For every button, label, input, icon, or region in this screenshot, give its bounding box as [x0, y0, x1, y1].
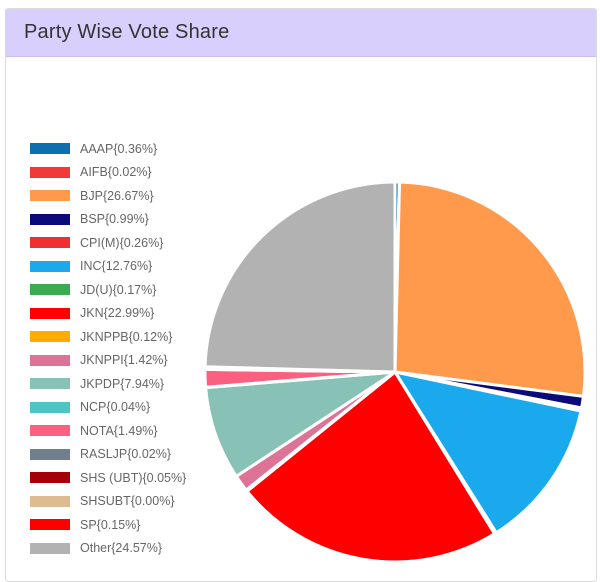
- legend-label: JKNPPB{0.12%}: [80, 329, 173, 344]
- legend-swatch: [30, 260, 70, 272]
- legend-swatch: [30, 378, 70, 390]
- pie-slice-other[interactable]: [203, 180, 397, 374]
- legend-item[interactable]: JD(U){0.17%}: [30, 278, 186, 302]
- legend-label: JKNPPI{1.42%}: [80, 353, 168, 368]
- legend-item[interactable]: SP{0.15%}: [30, 513, 186, 537]
- legend-item[interactable]: AAAP{0.36%}: [30, 137, 186, 161]
- legend-swatch: [30, 213, 70, 225]
- legend-item[interactable]: BJP{26.67%}: [30, 184, 186, 208]
- legend-label: BSP{0.99%}: [80, 212, 149, 227]
- legend-label: SHSUBT{0.00%}: [80, 494, 175, 509]
- legend-label: JKN{22.99%}: [80, 306, 155, 321]
- pie-slice-jkn[interactable]: [245, 370, 497, 564]
- legend-label: JD(U){0.17%}: [80, 282, 157, 297]
- legend-item[interactable]: RASLJP{0.02%}: [30, 443, 186, 467]
- legend-label: JKPDP{7.94%}: [80, 376, 165, 391]
- legend-swatch: [30, 284, 70, 296]
- legend-item[interactable]: JKNPPI{1.42%}: [30, 349, 186, 373]
- legend-swatch: [30, 472, 70, 484]
- legend-label: AIFB{0.02%}: [80, 165, 152, 180]
- legend-swatch: [30, 331, 70, 343]
- legend-item[interactable]: NCP{0.04%}: [30, 396, 186, 420]
- legend-swatch: [30, 542, 70, 554]
- legend-item[interactable]: CPI(M){0.26%}: [30, 231, 186, 255]
- legend-label: AAAP{0.36%}: [80, 141, 158, 156]
- legend-swatch: [30, 190, 70, 202]
- legend-label: SP{0.15%}: [80, 517, 141, 532]
- legend-swatch: [30, 237, 70, 249]
- legend-swatch: [30, 448, 70, 460]
- legend-item[interactable]: BSP{0.99%}: [30, 208, 186, 232]
- pie-slice-jkpdp[interactable]: [204, 370, 397, 478]
- legend-swatch: [30, 354, 70, 366]
- legend-item[interactable]: INC{12.76%}: [30, 255, 186, 279]
- legend-swatch: [30, 166, 70, 178]
- legend-item[interactable]: Other{24.57%}: [30, 537, 186, 561]
- legend-label: BJP{26.67%}: [80, 188, 154, 203]
- legend-swatch: [30, 425, 70, 437]
- pie-slice-inc[interactable]: [393, 370, 583, 535]
- legend-swatch: [30, 519, 70, 531]
- legend-item[interactable]: JKPDP{7.94%}: [30, 372, 186, 396]
- legend-label: NCP{0.04%}: [80, 400, 151, 415]
- chart-legend: AAAP{0.36%} AIFB{0.02%} BJP{26.67%} BSP{0.9…: [30, 137, 186, 560]
- legend-item[interactable]: SHSUBT{0.00%}: [30, 490, 186, 514]
- legend-swatch: [30, 401, 70, 413]
- legend-swatch: [30, 495, 70, 507]
- legend-item[interactable]: JKN{22.99%}: [30, 302, 186, 326]
- legend-label: SHS (UBT){0.05%}: [80, 470, 187, 485]
- legend-swatch: [30, 307, 70, 319]
- legend-item[interactable]: AIFB{0.02%}: [30, 161, 186, 185]
- legend-item[interactable]: NOTA{1.49%}: [30, 419, 186, 443]
- card-header: Party Wise Vote Share: [6, 9, 596, 57]
- legend-label: CPI(M){0.26%}: [80, 235, 164, 250]
- card-title: Party Wise Vote Share: [24, 21, 230, 43]
- legend-label: Other{24.57%}: [80, 541, 163, 556]
- legend-swatch: [30, 143, 70, 155]
- legend-item[interactable]: SHS (UBT){0.05%}: [30, 466, 186, 490]
- legend-label: NOTA{1.49%}: [80, 423, 158, 438]
- legend-label: INC{12.76%}: [80, 259, 153, 274]
- pie-slices: [203, 180, 587, 564]
- legend-label: RASLJP{0.02%}: [80, 447, 172, 462]
- legend-item[interactable]: JKNPPB{0.12%}: [30, 325, 186, 349]
- pie-slice-bjp[interactable]: [393, 180, 587, 398]
